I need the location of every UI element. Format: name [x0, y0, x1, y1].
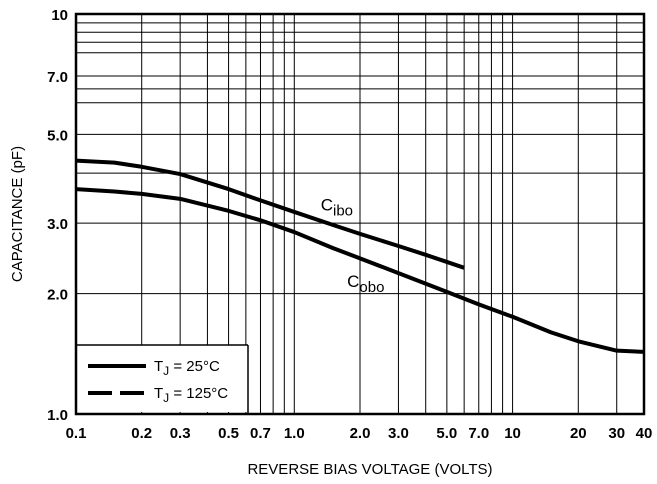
x-tick-label: 40	[636, 425, 653, 442]
series-line-cobo	[75, 187, 645, 354]
x-tick-label: 0.7	[250, 425, 271, 442]
x-tick-label: 5.0	[436, 425, 457, 442]
x-tick-label: 20	[570, 425, 587, 442]
series-label-cobo: Cobo	[347, 272, 384, 296]
x-axis-title: REVERSE BIAS VOLTAGE (VOLTS)	[247, 461, 492, 478]
x-tick-label: 0.1	[66, 425, 87, 442]
plot-border	[74, 12, 646, 416]
tick-labels: 0.1 0.2 0.3 0.5 0.7 1.0 2.0 3.0 5.0 7.0 10 20 30 40 1.…	[47, 7, 652, 442]
y-tick-label: 3.0	[47, 216, 68, 233]
x-tick-label: 0.2	[131, 425, 152, 442]
legend: TJ = 25°C TJ = 125°C	[76, 344, 249, 414]
annotations: Cibo Cobo	[321, 196, 385, 296]
x-tick-label: 0.3	[170, 425, 191, 442]
y-tick-label: 2.0	[47, 287, 68, 304]
x-tick-label: 3.0	[388, 425, 409, 442]
legend-box	[77, 345, 247, 412]
y-axis-title: CAPACITANCE (pF)	[9, 146, 26, 282]
y-tick-label: 10	[51, 7, 68, 24]
y-tick-label: 7.0	[47, 69, 68, 86]
y-tick-label: 5.0	[47, 127, 68, 144]
x-tick-label: 1.0	[284, 425, 305, 442]
plot-frame	[74, 12, 646, 416]
y-tick-label: 1.0	[47, 407, 68, 424]
series-line-cibo	[75, 158, 465, 270]
x-tick-label: 7.0	[468, 425, 489, 442]
legend-label: TJ = 25°C	[154, 358, 220, 378]
x-tick-label: 30	[608, 425, 625, 442]
x-tick-label: 10	[504, 425, 521, 442]
series-lines	[75, 158, 645, 354]
series-label-cibo: Cibo	[321, 196, 353, 220]
x-tick-label: 0.5	[218, 425, 239, 442]
legend-label: TJ = 125°C	[154, 385, 228, 405]
x-tick-label: 2.0	[350, 425, 371, 442]
